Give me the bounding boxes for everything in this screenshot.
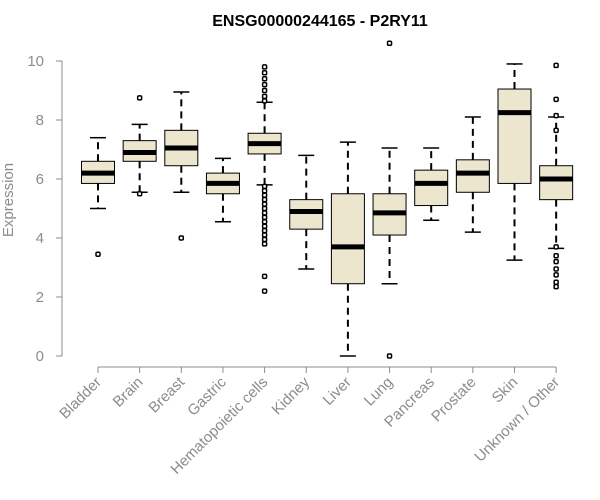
x-tick-label: Breast <box>145 373 188 416</box>
y-tick-label: 10 <box>27 53 44 70</box>
x-tick-label: Prostate <box>428 374 480 426</box>
outlier-point <box>553 272 559 278</box>
outlier-point <box>261 227 268 234</box>
box-group <box>539 62 574 290</box>
outlier-point <box>553 266 559 272</box>
chart-title: ENSG00000244165 - P2RY11 <box>212 13 428 30</box>
outlier-point <box>95 251 101 257</box>
plot-area <box>81 40 574 359</box>
x-tick-label: Bladder <box>56 374 105 423</box>
outlier-point <box>261 70 268 76</box>
outlier-point <box>261 183 268 190</box>
outlier-point <box>261 223 268 229</box>
x-tick-label: Brain <box>110 374 147 411</box>
outlier-point <box>261 210 268 216</box>
outlier-point <box>261 192 268 198</box>
outlier-point <box>553 244 559 250</box>
outlier-point <box>261 93 268 100</box>
outlier-point <box>261 232 268 238</box>
box-iqr <box>330 193 365 285</box>
box-iqr <box>289 199 324 230</box>
outlier-point <box>261 87 268 94</box>
box-group <box>414 147 449 222</box>
x-tick-label: Skin <box>489 374 522 407</box>
outlier-point <box>553 62 559 69</box>
outlier-point <box>261 81 268 88</box>
box-iqr <box>497 88 532 184</box>
outlier-point <box>553 96 559 103</box>
outlier-point <box>553 283 559 290</box>
x-tick-label: Kidney <box>269 373 314 418</box>
outlier-point <box>261 288 268 294</box>
outlier-point <box>261 64 268 70</box>
outlier-point <box>261 219 268 225</box>
outlier-point <box>178 235 185 241</box>
outlier-point <box>261 201 268 207</box>
outlier-point <box>136 191 143 197</box>
outlier-point <box>553 258 559 265</box>
outlier-point <box>261 236 268 243</box>
y-tick-label: 2 <box>36 289 44 306</box>
box-group <box>289 154 324 270</box>
box-group <box>247 64 282 294</box>
outlier-point <box>553 252 559 259</box>
box-group <box>205 157 240 223</box>
outlier-point <box>386 353 393 359</box>
outlier-point <box>136 95 143 101</box>
box-group <box>122 95 157 197</box>
box-group <box>330 141 365 357</box>
outlier-point <box>261 188 268 194</box>
box-group <box>497 63 532 261</box>
box-iqr <box>455 159 490 193</box>
outlier-point <box>553 127 559 134</box>
outlier-point <box>261 75 268 82</box>
outlier-point <box>261 205 268 212</box>
outlier-point <box>261 196 268 203</box>
y-tick-label: 6 <box>36 171 44 188</box>
outlier-point <box>261 214 268 221</box>
box-group <box>81 136 115 257</box>
box-group <box>164 91 199 241</box>
outlier-point <box>261 273 268 280</box>
outlier-point <box>553 112 559 119</box>
outlier-point <box>553 279 559 285</box>
x-tick-label: Lung <box>361 374 397 410</box>
box-iqr <box>539 165 574 201</box>
y-axis-label: Expression <box>0 163 17 237</box>
y-axis: 0 2 4 6 8 10 <box>27 53 63 365</box>
box-group <box>455 116 490 233</box>
outlier-point <box>386 40 393 47</box>
y-tick-label: 8 <box>36 112 44 129</box>
outlier-point <box>261 241 268 247</box>
outlier-point <box>261 98 268 104</box>
box-iqr <box>414 169 449 207</box>
x-tick-label: Liver <box>320 374 355 409</box>
box-group <box>372 40 407 359</box>
y-tick-label: 4 <box>36 230 44 247</box>
y-tick-label: 0 <box>36 348 44 365</box>
